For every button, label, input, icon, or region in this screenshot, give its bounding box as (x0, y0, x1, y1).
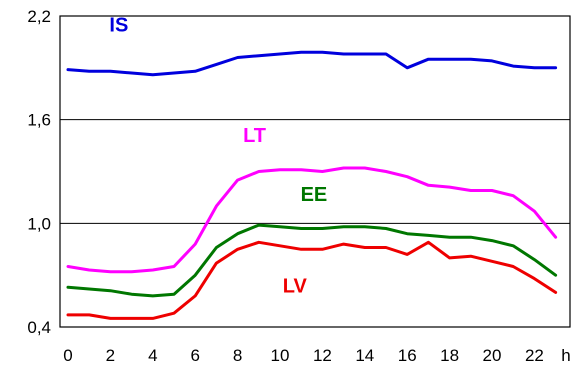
x-tick-label: 22 (525, 346, 544, 365)
x-axis-unit-label: h (561, 346, 570, 365)
x-tick-label: 16 (398, 346, 417, 365)
series-line-is (66, 50, 558, 77)
series-label-lt: LT (243, 125, 266, 147)
y-tick-label: 1,0 (27, 214, 51, 233)
x-tick-label: 10 (271, 346, 290, 365)
x-tick-label: 14 (355, 346, 374, 365)
y-tick-label: 0,4 (27, 318, 51, 337)
series-label-lv: LV (283, 275, 308, 297)
series-line-lt (66, 166, 558, 274)
x-tick-label: 6 (190, 346, 199, 365)
series-label-ee: EE (301, 184, 328, 206)
x-tick-label: 2 (106, 346, 115, 365)
plot-area (59, 15, 571, 328)
series-label-is: IS (109, 15, 128, 37)
series-lines (66, 50, 558, 320)
series-labels: IS LT EE LV (109, 15, 327, 298)
x-tick-label: 8 (233, 346, 242, 365)
x-tick-label: 18 (440, 346, 459, 365)
series-line-ee (66, 223, 558, 298)
x-axis-tick-labels: 0 2 4 6 8 10 12 14 16 18 20 22 (63, 346, 544, 365)
y-axis-tick-labels: 0,4 1,0 1,6 2,2 (27, 7, 51, 337)
x-tick-label: 4 (148, 346, 157, 365)
x-tick-label: 20 (483, 346, 502, 365)
x-tick-label: 12 (313, 346, 332, 365)
x-tick-label: 0 (63, 346, 72, 365)
y-tick-label: 1,6 (27, 111, 51, 130)
y-tick-label: 2,2 (27, 7, 51, 26)
series-line-lv (66, 240, 558, 320)
